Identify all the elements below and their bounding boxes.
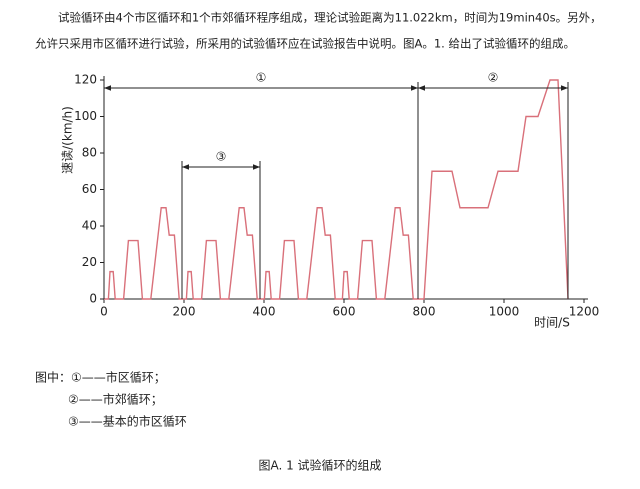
x-axis-label: 时间/S [534, 316, 570, 330]
note: ②——市郊循环； [68, 392, 163, 407]
span-label: ③ [216, 150, 227, 164]
y-tick-label: 60 [82, 182, 97, 196]
paragraph-line: 试验循环由4个市区循环和1个市郊循环程序组成，理论试验距离为11.022km，时… [58, 11, 602, 25]
y-tick-label: 20 [82, 255, 97, 269]
x-tick-label: 600 [333, 305, 356, 319]
span-label: ② [488, 71, 499, 85]
span-label: ① [256, 71, 267, 85]
x-tick-label: 0 [100, 305, 108, 319]
y-tick-label: 120 [74, 73, 97, 87]
paragraph-line: 允许只采用市区循环进行试验，所采用的试验循环应在试验报告中说明。图A。1. 给出… [35, 37, 575, 51]
note: 图中：①——市区循环； [35, 370, 166, 385]
y-tick-label: 100 [74, 109, 97, 123]
y-tick-label: 40 [82, 219, 97, 233]
x-tick-label: 1200 [569, 305, 600, 319]
speed-line [104, 79, 569, 300]
x-tick-label: 800 [413, 305, 436, 319]
x-tick-label: 200 [173, 305, 196, 319]
x-tick-label: 1000 [489, 305, 520, 319]
note: ③——基本的市区循环 [68, 414, 187, 429]
y-tick-label: 0 [89, 292, 97, 306]
caption: 图A. 1 试验循环的组成 [258, 458, 381, 473]
y-axis-label: 速读/(km/h) [61, 106, 75, 174]
x-tick-label: 400 [253, 305, 276, 319]
y-tick-label: 80 [82, 146, 97, 160]
